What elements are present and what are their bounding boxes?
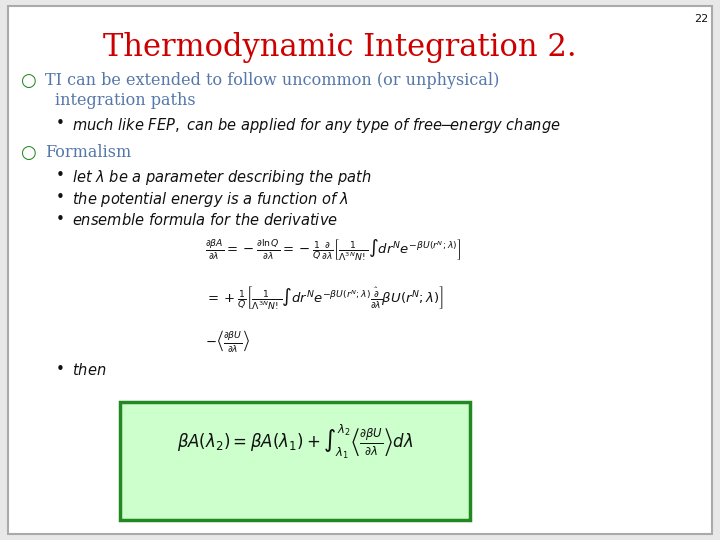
Text: ○: ○ <box>20 72 36 90</box>
Text: ○: ○ <box>20 144 36 162</box>
Text: $\mathit{the\ potential\ energy\ is\ a\ function\ of}\ \lambda$: $\mathit{the\ potential\ energy\ is\ a\ … <box>72 190 349 209</box>
Text: $= +\frac{1}{Q}\left[\frac{1}{\Lambda^{3N} N!}\int dr^N e^{-\beta U(r^N;\lambda): $= +\frac{1}{Q}\left[\frac{1}{\Lambda^{3… <box>205 284 444 311</box>
Text: •: • <box>55 168 64 183</box>
Text: $-\left\langle\frac{\partial \beta U}{\partial \lambda}\right\rangle$: $-\left\langle\frac{\partial \beta U}{\p… <box>205 328 250 354</box>
Text: $\mathit{then}$: $\mathit{then}$ <box>72 362 107 378</box>
Text: •: • <box>55 190 64 205</box>
Text: •: • <box>55 116 64 131</box>
Text: $\mathit{ensemble\ formula\ for\ the\ derivative}$: $\mathit{ensemble\ formula\ for\ the\ de… <box>72 212 338 228</box>
FancyBboxPatch shape <box>120 402 470 520</box>
Text: TI can be extended to follow uncommon (or unphysical): TI can be extended to follow uncommon (o… <box>45 72 500 89</box>
FancyBboxPatch shape <box>8 6 712 534</box>
Text: $\beta A(\lambda_2) = \beta A(\lambda_1) + \int_{\lambda_1}^{\lambda_2}\left\lan: $\beta A(\lambda_2) = \beta A(\lambda_1)… <box>177 422 413 462</box>
Text: $\mathit{much\ like\ FEP,\ can\ be\ applied\ for\ any\ type\ of\ free\!\!-\!\!en: $\mathit{much\ like\ FEP,\ can\ be\ appl… <box>72 116 561 135</box>
Text: $\mathit{let}\ \lambda\ \mathit{be\ a\ parameter\ describing\ the\ path}$: $\mathit{let}\ \lambda\ \mathit{be\ a\ p… <box>72 168 372 187</box>
Text: •: • <box>55 362 64 377</box>
Text: $\frac{\partial \beta A}{\partial \lambda} = -\frac{\partial \ln Q}{\partial \la: $\frac{\partial \beta A}{\partial \lambd… <box>205 238 462 263</box>
Text: •: • <box>55 212 64 227</box>
Text: integration paths: integration paths <box>55 92 196 109</box>
Text: 22: 22 <box>694 14 708 24</box>
Text: Thermodynamic Integration 2.: Thermodynamic Integration 2. <box>103 32 577 63</box>
Text: Formalism: Formalism <box>45 144 131 161</box>
